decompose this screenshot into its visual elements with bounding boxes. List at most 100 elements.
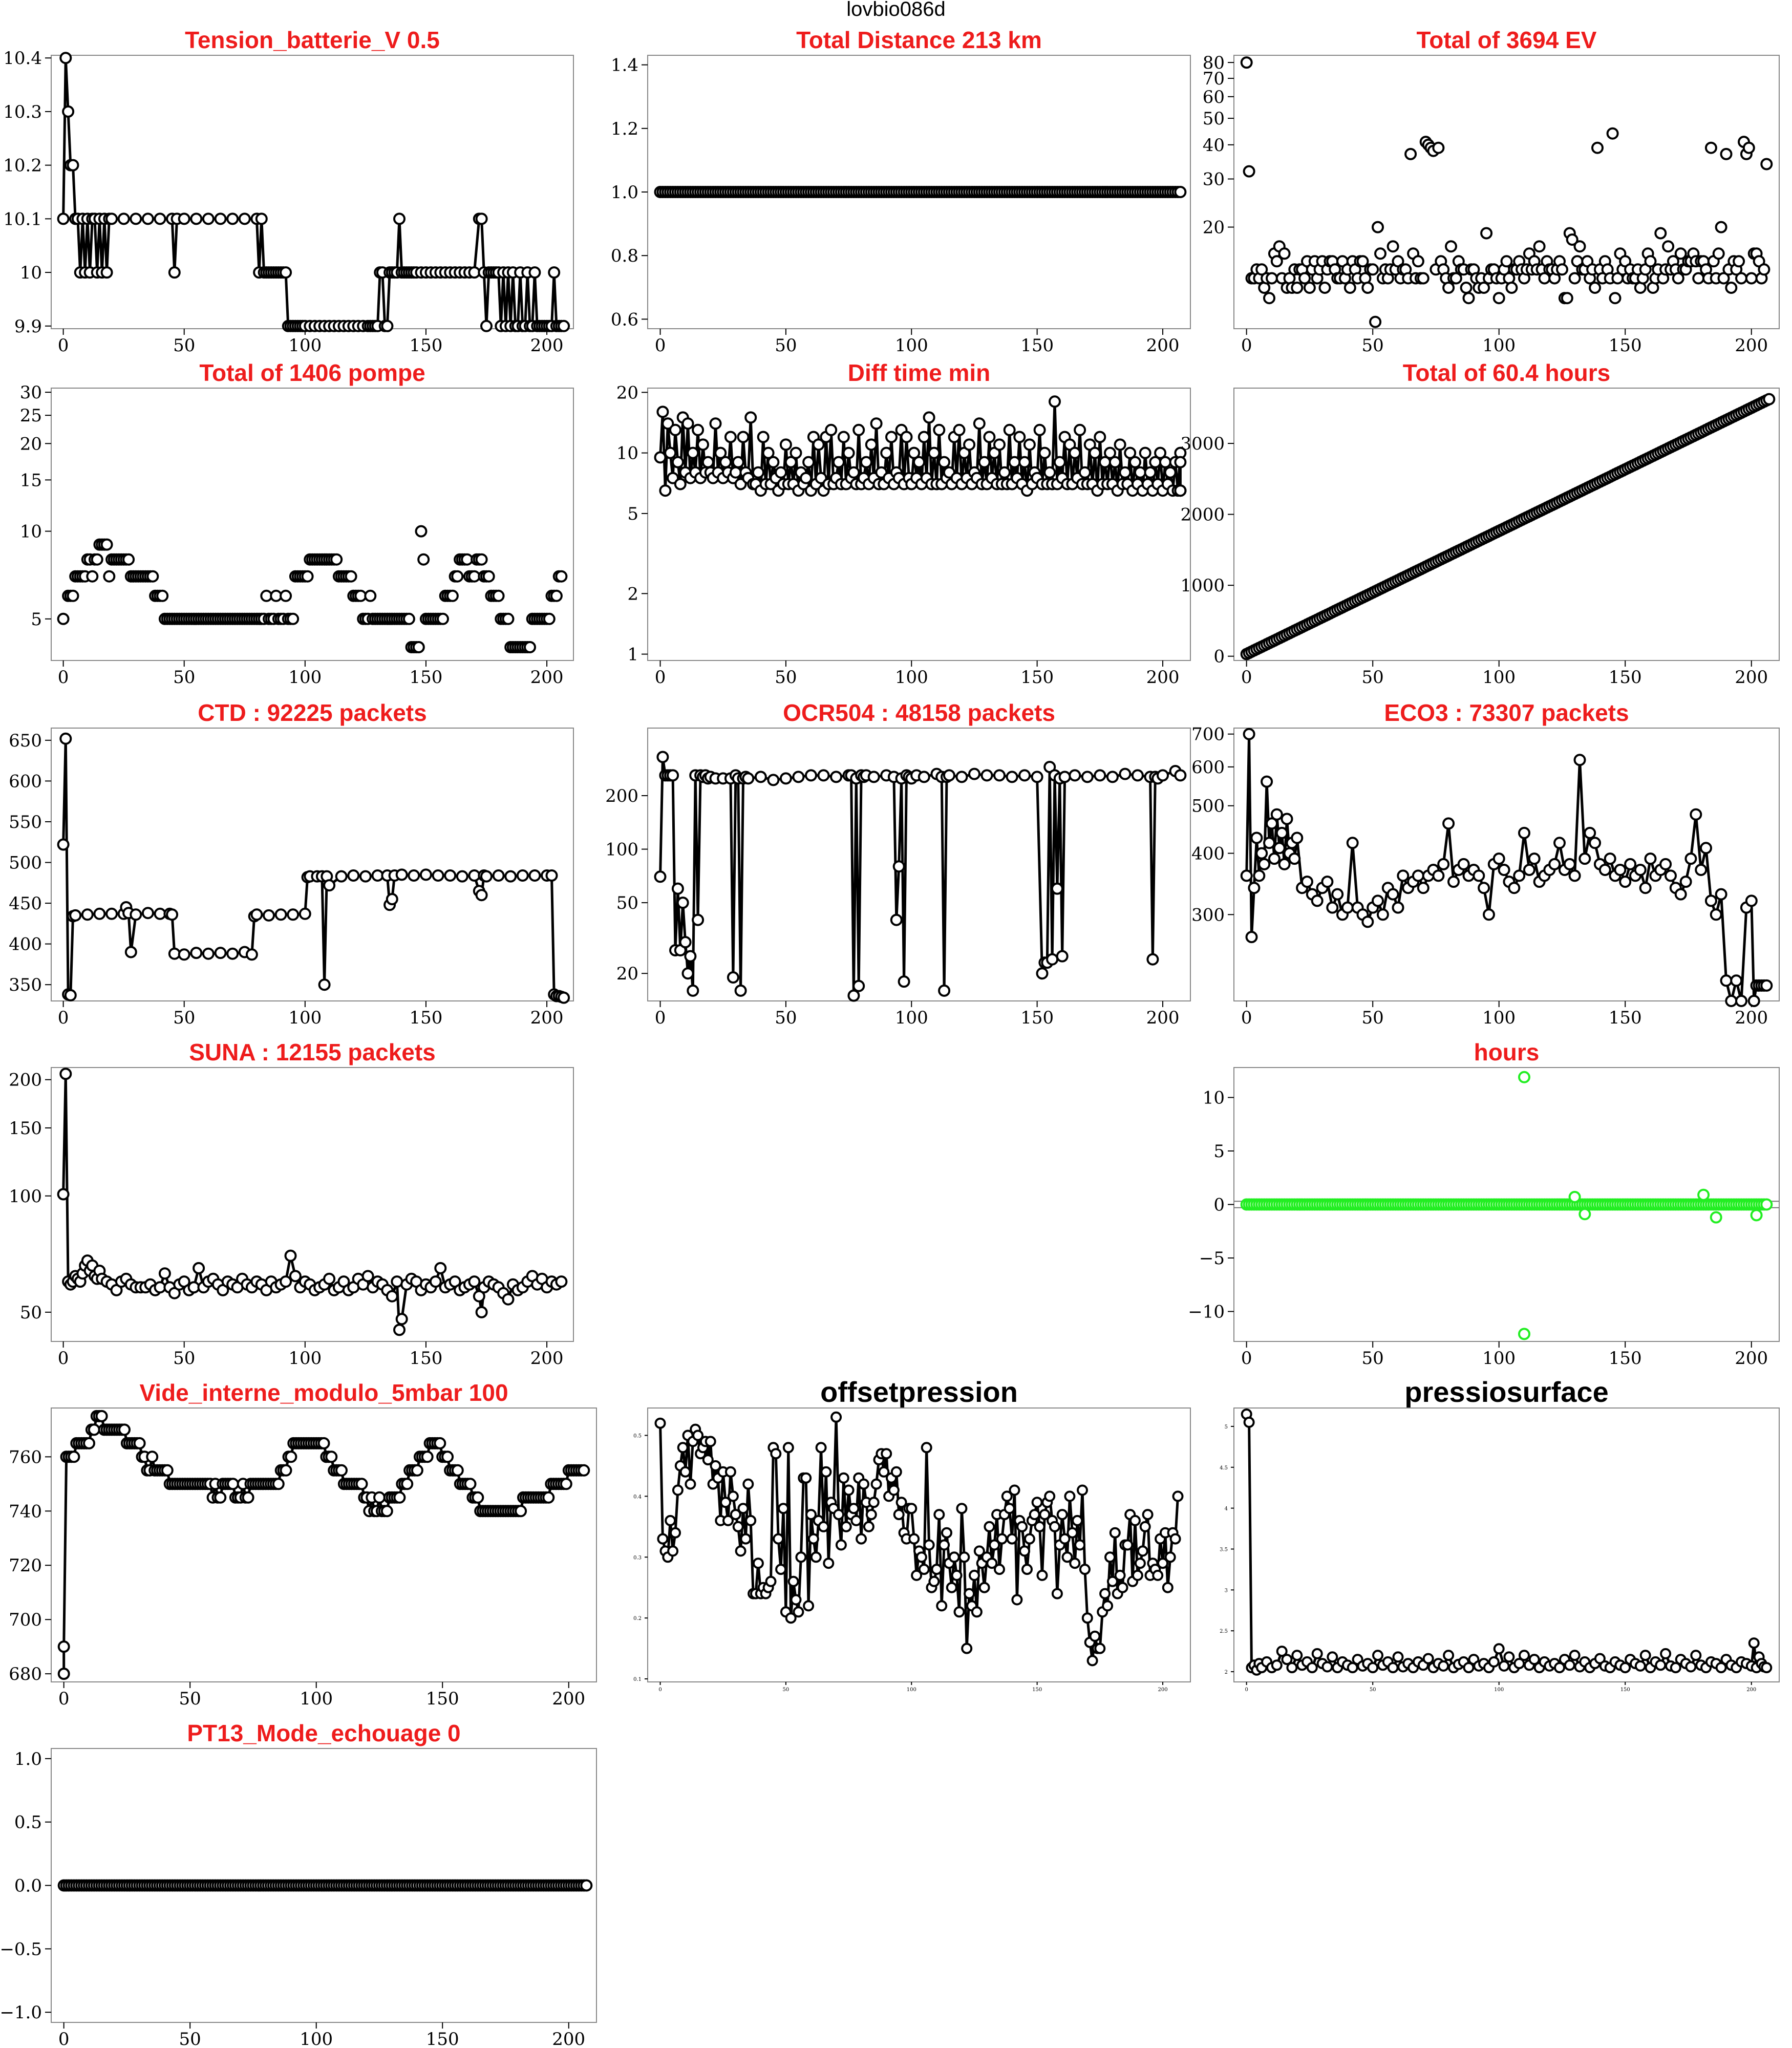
y-tick-label: 10.4	[3, 48, 42, 69]
data-point	[91, 553, 103, 566]
data-point	[103, 570, 116, 583]
y-tick-label: 4	[1225, 1506, 1228, 1512]
y-tick-label: 1.4	[611, 55, 638, 76]
data-point	[669, 423, 681, 436]
y-tick-label: 0.1	[633, 1677, 642, 1682]
data-point	[1341, 901, 1354, 914]
y-tick-label: 10	[20, 522, 42, 542]
data-point	[1275, 826, 1288, 839]
data-point	[124, 946, 137, 958]
data-point	[1019, 1545, 1031, 1557]
chart-title: pressiosurface	[1404, 1376, 1608, 1408]
data-point	[973, 417, 986, 430]
data-point	[1659, 858, 1672, 870]
data-point	[524, 641, 536, 653]
y-tick-label: 740	[9, 1501, 42, 1522]
data-point	[402, 612, 415, 625]
data-point	[415, 525, 428, 538]
data-point	[1438, 1660, 1449, 1672]
data-point	[892, 860, 905, 873]
data-point	[1174, 456, 1187, 468]
data-point	[1263, 837, 1275, 849]
chart-panel: Total of 3694 EV0 50 100 150 200203040506070…	[1203, 27, 1780, 356]
data-point	[168, 266, 181, 279]
data-point	[1013, 431, 1026, 443]
data-point	[740, 1533, 752, 1545]
data-point	[732, 1521, 744, 1532]
data-point	[473, 1290, 485, 1303]
x-tick-label: 100	[1482, 667, 1516, 688]
data-point	[1715, 888, 1727, 901]
chart-panel: Total Distance 213 km 0 50 100 150 200 0.6 0.8 1…	[611, 27, 1191, 356]
data-point	[697, 438, 709, 451]
data-point	[1369, 315, 1382, 328]
data-point	[1606, 127, 1619, 140]
data-point	[800, 472, 813, 484]
chart-panel: Vide_interne_modulo_5mbar 100 0 50 100 150 20…	[9, 1379, 597, 1709]
data-point	[1505, 282, 1518, 294]
data-point	[1064, 1490, 1076, 1502]
data-point	[1271, 1659, 1283, 1671]
data-point	[1561, 292, 1573, 305]
data-point	[1081, 1612, 1093, 1624]
data-point	[1604, 852, 1616, 865]
y-tick-label: 4.5	[1220, 1465, 1228, 1471]
data-point	[968, 767, 980, 780]
data-point	[1760, 979, 1773, 992]
data-point	[1412, 869, 1424, 882]
x-tick-label: 50	[775, 1008, 797, 1028]
data-point	[330, 553, 343, 566]
data-point	[948, 1551, 960, 1563]
data-point	[1609, 292, 1622, 305]
data-point	[1281, 813, 1293, 825]
data-point	[1591, 141, 1604, 154]
data-point	[863, 1521, 874, 1532]
data-point	[833, 1509, 844, 1521]
data-point	[1056, 1509, 1068, 1521]
y-tick-label: 1.0	[611, 182, 638, 203]
data-point	[1712, 247, 1725, 260]
data-point	[59, 52, 72, 65]
data-point	[272, 1478, 285, 1490]
x-tick-label: 200	[1146, 667, 1180, 688]
data-point	[214, 212, 227, 225]
data-point	[298, 907, 311, 920]
data-point	[67, 589, 79, 602]
data-point	[1710, 1211, 1722, 1224]
data-point	[1660, 1648, 1672, 1659]
data-point	[1038, 446, 1051, 459]
data-point	[1245, 931, 1258, 944]
data-point	[692, 913, 705, 926]
x-tick-label: 200	[1735, 1348, 1768, 1369]
data-point	[1720, 974, 1733, 987]
data-point	[724, 431, 737, 443]
data-point	[984, 1521, 995, 1532]
data-point	[133, 1437, 146, 1449]
data-point	[890, 1466, 902, 1478]
data-point	[659, 484, 672, 497]
data-point	[1069, 769, 1081, 782]
data-point	[543, 612, 556, 625]
data-point	[793, 1606, 804, 1618]
plot-frame	[51, 1067, 574, 1342]
y-tick-label: 2	[1225, 1670, 1228, 1675]
data-point	[1655, 1659, 1667, 1671]
data-point	[475, 553, 488, 566]
y-tick-label: 400	[1191, 844, 1225, 864]
y-tick-label: 70	[1203, 69, 1225, 89]
data-point	[1619, 876, 1632, 888]
data-point	[1306, 1662, 1318, 1674]
data-point	[1154, 446, 1167, 459]
data-point	[515, 1505, 527, 1518]
data-point	[1589, 837, 1602, 849]
data-point	[775, 466, 787, 479]
data-point	[770, 1448, 782, 1460]
data-point	[1263, 292, 1275, 305]
data-point	[1122, 1539, 1134, 1551]
y-tick-label: 10.3	[3, 102, 42, 122]
data-point	[1033, 423, 1046, 436]
plot-frame	[51, 728, 574, 1001]
data-point	[57, 838, 70, 851]
data-point	[323, 879, 336, 892]
